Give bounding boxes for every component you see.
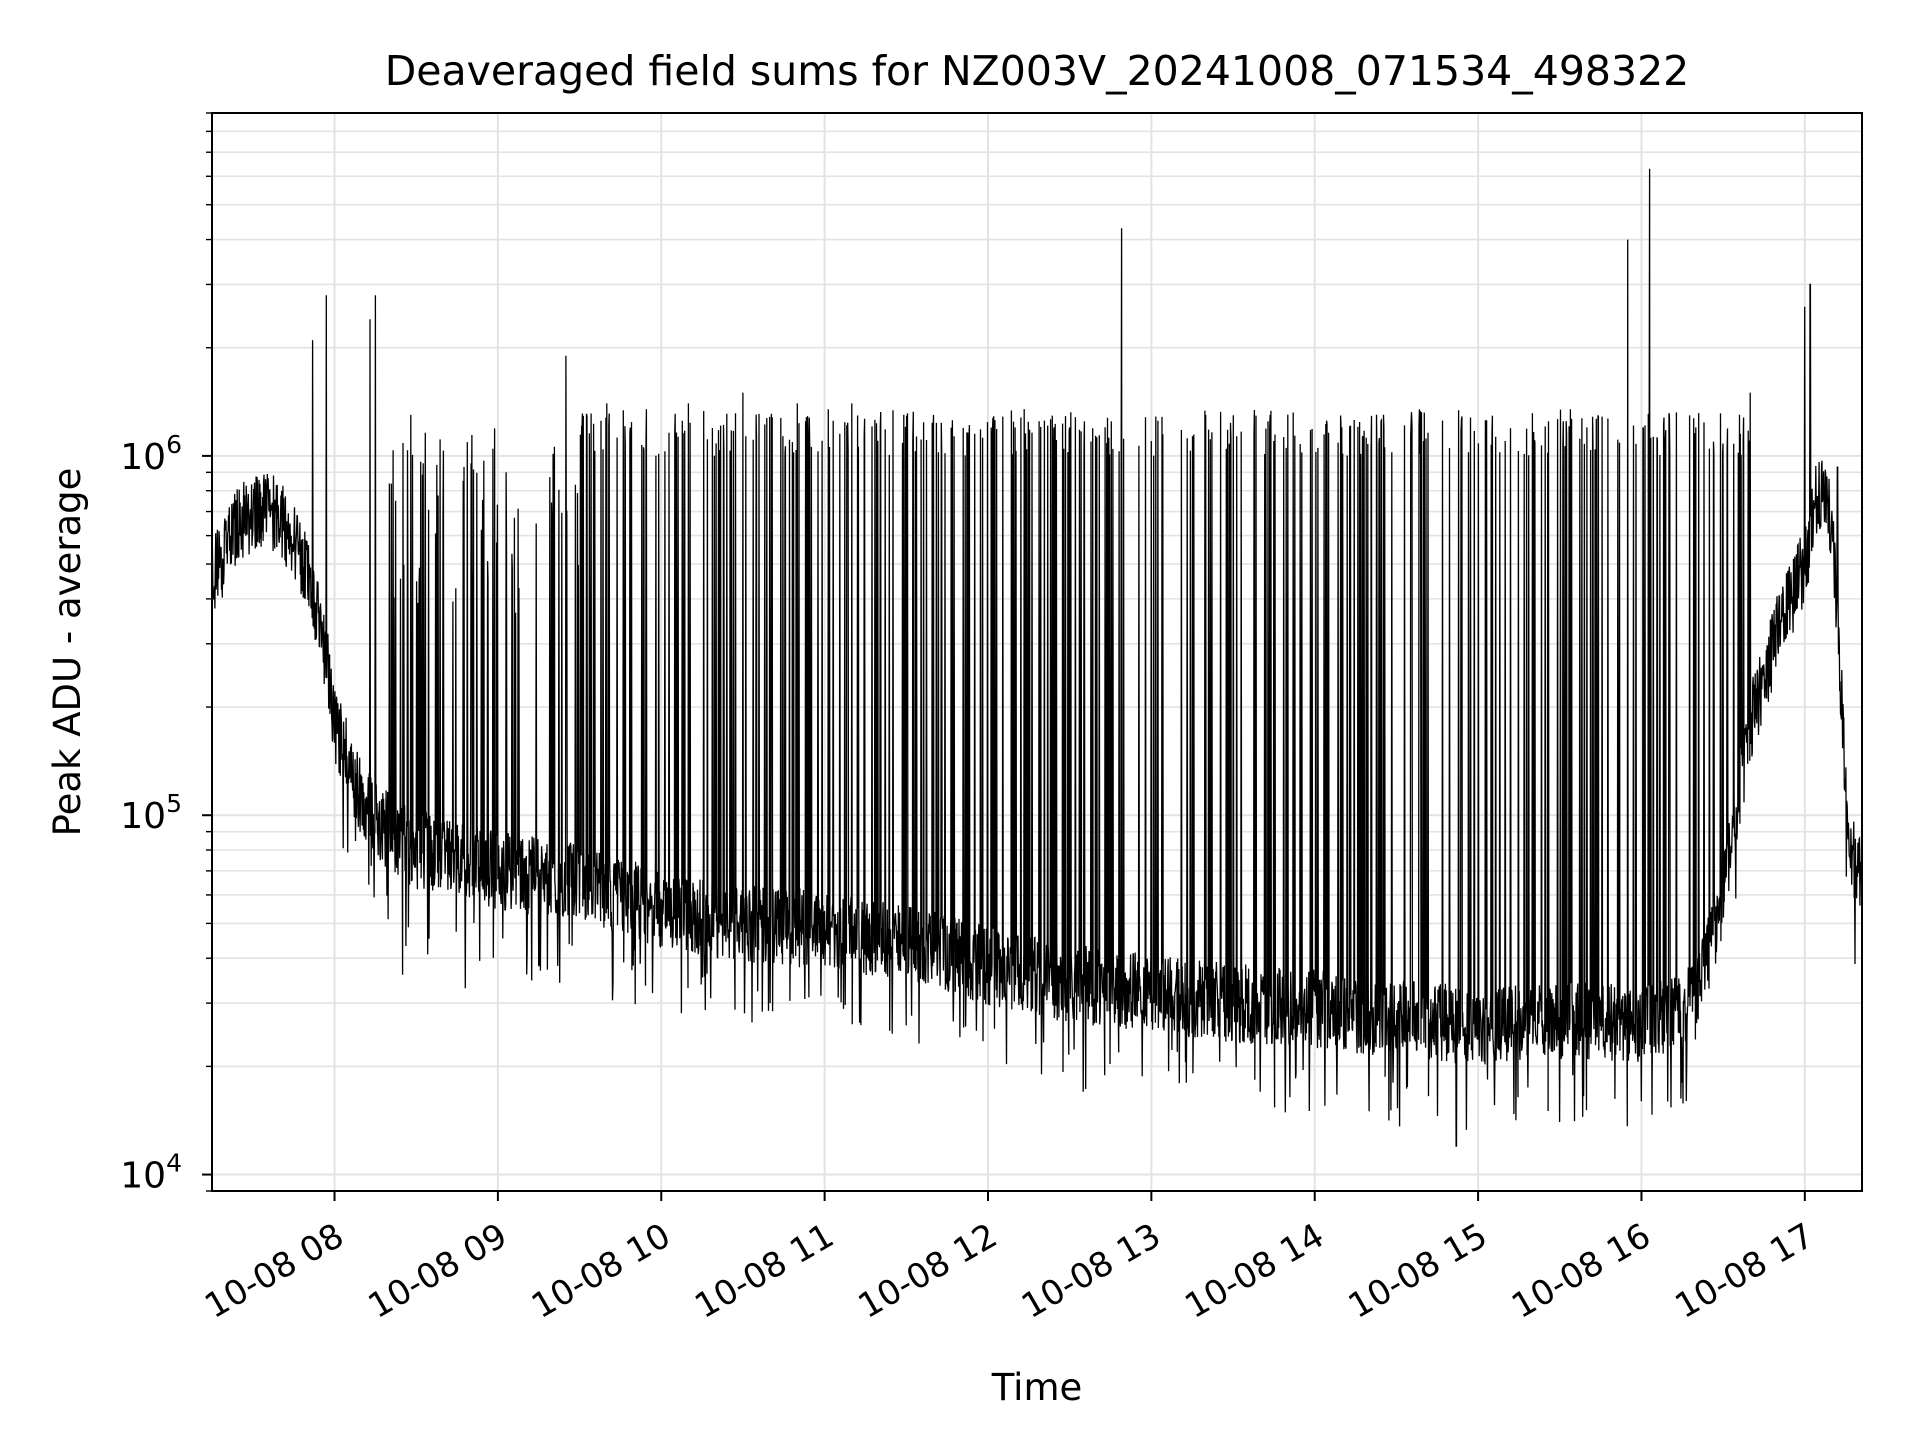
x-tick-label: 10-08 15: [1342, 1216, 1494, 1327]
x-tick-label: 10-08 17: [1669, 1216, 1821, 1327]
x-tick-label: 10-08 12: [852, 1216, 1004, 1327]
chart-title: Deaveraged field sums for NZ003V_2024100…: [385, 47, 1690, 95]
x-tick-label: 10-08 10: [525, 1216, 677, 1327]
y-tick-label: 104: [120, 1149, 182, 1197]
x-axis-label: Time: [991, 1366, 1083, 1409]
plot-frame: [211, 112, 1863, 1192]
x-tick-label: 10-08 13: [1015, 1216, 1167, 1327]
x-tick-label: 10-08 09: [362, 1216, 514, 1327]
x-tick-label: 10-08 08: [198, 1216, 350, 1327]
series-line: [212, 168, 1862, 1147]
x-tick-label: 10-08 16: [1505, 1216, 1657, 1327]
x-tick-label: 10-08 11: [688, 1216, 840, 1327]
x-tick-label: 10-08 14: [1178, 1216, 1330, 1327]
y-axis-label: Peak ADU - average: [46, 468, 89, 837]
y-tick-label: 106: [120, 430, 182, 478]
y-tick-label: 105: [120, 789, 182, 837]
data-layer: [212, 168, 1862, 1147]
